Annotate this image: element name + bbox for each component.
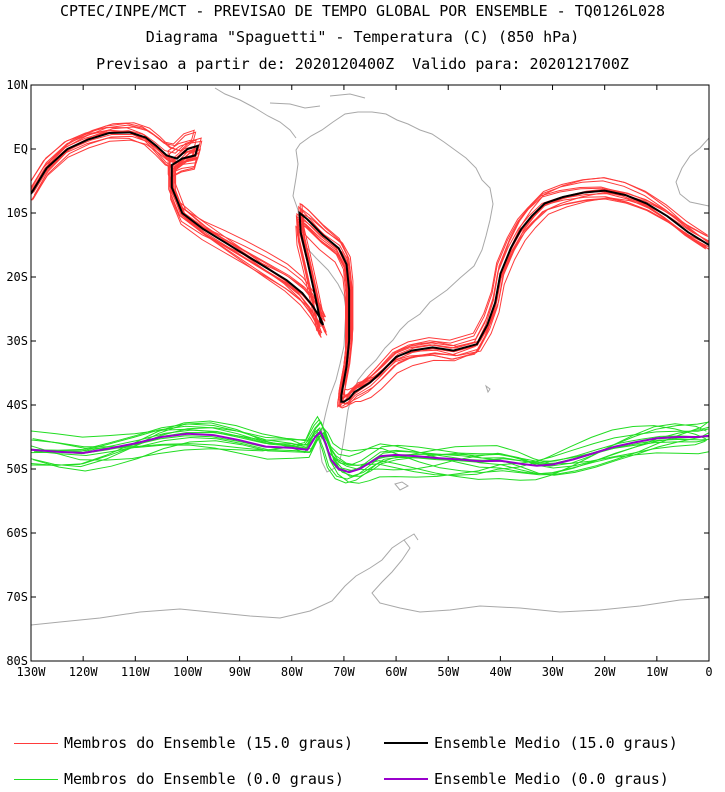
map-frame bbox=[30, 84, 710, 662]
lat-tick-label: 40S bbox=[6, 398, 28, 412]
ensemble-member-line bbox=[31, 130, 708, 409]
ensemble-member-line bbox=[31, 422, 707, 471]
falklands-coast bbox=[394, 481, 409, 491]
legend-swatch-mean-15 bbox=[384, 742, 428, 744]
antarctica-coast bbox=[31, 539, 709, 626]
ensemble-member-line bbox=[31, 427, 709, 484]
lat-tick-label: 50S bbox=[6, 462, 28, 476]
ensemble-mean-line bbox=[31, 430, 709, 474]
lon-tick-label: 130W bbox=[17, 665, 47, 679]
chart-title: CPTEC/INPE/MCT - PREVISAO DE TEMPO GLOBA… bbox=[59, 2, 666, 20]
ensemble-member-line bbox=[31, 129, 709, 408]
lat-tick-label: 30S bbox=[6, 334, 28, 348]
lon-tick-label: 60W bbox=[385, 665, 407, 679]
lon-tick-label: 90W bbox=[229, 665, 251, 679]
lat-tick-label: 80S bbox=[6, 654, 28, 668]
legend-swatch-member-15 bbox=[14, 742, 58, 744]
lon-tick-label: 70W bbox=[333, 665, 355, 679]
lon-tick-label: 100W bbox=[173, 665, 203, 679]
coastline-layer bbox=[31, 87, 709, 626]
lon-tick-label: 0 bbox=[705, 665, 712, 679]
lon-tick-label: 20W bbox=[594, 665, 616, 679]
legend-label-mean-15: Ensemble Medio (15.0 graus) bbox=[434, 734, 678, 752]
ensemble-member-line bbox=[34, 122, 709, 391]
ensemble-member-line bbox=[31, 131, 709, 405]
ensemble-member-line bbox=[31, 137, 708, 401]
ensemble-member-line bbox=[31, 129, 709, 399]
south-america-coast bbox=[292, 111, 494, 473]
legend-label-member-0: Membros do Ensemble (0.0 graus) bbox=[64, 770, 344, 788]
ensemble-member-line bbox=[32, 135, 709, 396]
ensemble-member-line bbox=[32, 420, 709, 476]
ensemble-mean-line bbox=[31, 131, 709, 403]
legend-swatch-mean-0 bbox=[384, 778, 428, 780]
ensemble-member-line bbox=[32, 432, 709, 476]
legend-label-member-15: Membros do Ensemble (15.0 graus) bbox=[64, 734, 353, 752]
lon-tick-label: 50W bbox=[437, 665, 459, 679]
ensemble-member-line bbox=[33, 431, 709, 472]
africa-coast bbox=[675, 137, 709, 207]
ensemble-member-line bbox=[31, 420, 706, 484]
legend-member-15: Membros do Ensemble (15.0 graus) bbox=[14, 734, 353, 752]
ensemble-member-line bbox=[31, 139, 709, 405]
lat-tick-label: 10S bbox=[6, 206, 28, 220]
legend-swatch-member-0 bbox=[14, 778, 58, 780]
lat-tick-label: 60S bbox=[6, 526, 28, 540]
chart-subtitle: Diagrama "Spaguetti" - Temperatura (C) (… bbox=[145, 28, 580, 46]
lat-tick-label: 20S bbox=[6, 270, 28, 284]
legend-mean-15: Ensemble Medio (15.0 graus) bbox=[384, 734, 678, 752]
lat-tick-label: EQ bbox=[14, 142, 28, 156]
lon-tick-label: 110W bbox=[121, 665, 151, 679]
ensemble-member-line bbox=[31, 126, 707, 407]
ensemble-member-line bbox=[31, 421, 709, 475]
ensemble-member-line bbox=[33, 126, 709, 398]
lon-tick-label: 30W bbox=[542, 665, 564, 679]
ensemble-member-line bbox=[31, 131, 707, 401]
lon-tick-label: 10W bbox=[646, 665, 668, 679]
lon-tick-label: 40W bbox=[490, 665, 512, 679]
antarctic-peninsula-coast bbox=[403, 533, 419, 541]
ensemble-member-line bbox=[31, 124, 707, 399]
south-georgia bbox=[485, 384, 491, 394]
legend-mean-0: Ensemble Medio (0.0 graus) bbox=[384, 770, 669, 788]
lat-tick-label: 70S bbox=[6, 590, 28, 604]
lat-tick-label: 10N bbox=[6, 78, 28, 92]
legend-member-0: Membros do Ensemble (0.0 graus) bbox=[14, 770, 344, 788]
chart-dates: Previsao a partir de: 2020120400Z Valido… bbox=[96, 55, 629, 73]
lon-tick-label: 120W bbox=[69, 665, 99, 679]
legend-label-mean-0: Ensemble Medio (0.0 graus) bbox=[434, 770, 669, 788]
central-america-coast bbox=[214, 87, 366, 139]
ensemble-member-line bbox=[31, 418, 708, 481]
ensemble-member-line bbox=[31, 122, 706, 408]
lon-tick-label: 80W bbox=[281, 665, 303, 679]
